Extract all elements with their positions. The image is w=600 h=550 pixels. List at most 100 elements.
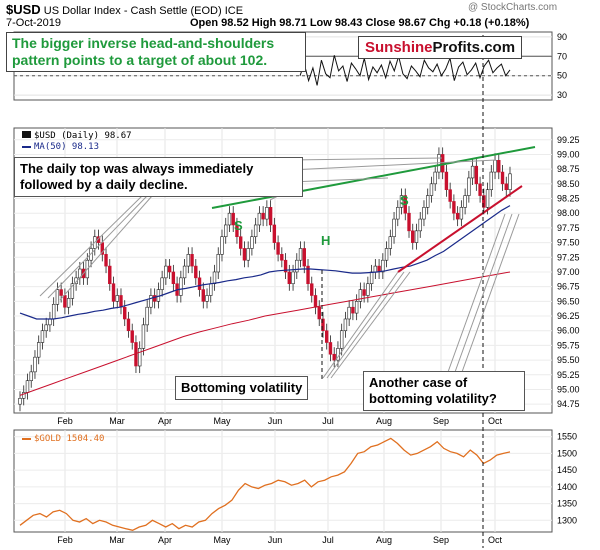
- candle-body: [44, 324, 48, 332]
- candle-body: [63, 295, 67, 308]
- candle-body: [272, 224, 277, 243]
- candle-body: [167, 265, 172, 273]
- legend-ma50: MA(50) 98.13: [22, 142, 99, 152]
- candle-body: [429, 183, 434, 196]
- bottoming-pointer-line: [322, 271, 399, 379]
- legend-gold-swatch: [22, 437, 31, 440]
- price-y-tick-label: 99.25: [557, 135, 580, 145]
- candle-body: [123, 306, 127, 320]
- candle-body: [399, 195, 404, 208]
- price-y-tick-label: 98.75: [557, 164, 580, 174]
- candle-body: [366, 283, 370, 296]
- candle-body: [224, 224, 228, 238]
- candle-body: [455, 212, 460, 220]
- price-y-tick-label: 99.00: [557, 149, 580, 159]
- price-x-tick-label: Jun: [268, 416, 283, 426]
- candle-body: [422, 207, 426, 220]
- candle-body: [351, 306, 355, 314]
- candle-body: [18, 398, 22, 405]
- candle-body: [497, 160, 501, 173]
- pattern-head: H: [321, 233, 331, 248]
- candle-body: [467, 177, 471, 196]
- candle-body: [310, 283, 314, 296]
- candle-body: [448, 189, 452, 202]
- candle-body: [197, 277, 202, 290]
- another-case-note: Another case of bottoming volatility?: [363, 371, 525, 411]
- candle-body: [414, 230, 419, 243]
- callout-pointer-line: [59, 195, 153, 301]
- ma50-line: [19, 205, 511, 320]
- price-x-tick-label: Jul: [322, 416, 334, 426]
- bottoming-pointer-line: [330, 271, 411, 379]
- price-y-tick-label: 97.00: [557, 267, 580, 277]
- candle-body: [287, 271, 292, 285]
- candle-body: [388, 236, 393, 249]
- rsi-tick-label: 50: [557, 71, 567, 81]
- gold-x-tick-label: May: [213, 535, 231, 545]
- candle-body: [231, 212, 235, 226]
- price-y-tick-label: 98.25: [557, 194, 580, 204]
- callout-pointer-line: [47, 195, 148, 299]
- gold-x-tick-label: Apr: [158, 535, 172, 545]
- candle-body: [426, 195, 430, 208]
- candle-body: [149, 295, 153, 308]
- gold-y-tick-label: 1300: [557, 515, 577, 525]
- candle-body: [40, 330, 45, 343]
- bottoming-volatility-note: Bottoming volatility: [175, 376, 309, 400]
- pattern-right-shoulder: S: [400, 193, 409, 208]
- candle-body: [25, 380, 30, 393]
- price-y-tick-label: 98.50: [557, 179, 580, 189]
- candle-body: [137, 348, 142, 367]
- candle-body: [433, 171, 437, 185]
- candle-body: [70, 283, 75, 299]
- another-case-pointer-line: [447, 213, 506, 373]
- candle-body: [145, 306, 149, 326]
- gold-y-tick-label: 1350: [557, 499, 577, 509]
- candle-body: [209, 283, 213, 296]
- candle-body: [302, 248, 306, 267]
- price-y-tick-label: 96.50: [557, 296, 580, 306]
- candle-body: [283, 259, 288, 273]
- candle-body: [257, 212, 262, 226]
- gold-y-tick-label: 1500: [557, 448, 577, 458]
- candle-body: [141, 324, 146, 349]
- candle-body: [403, 195, 407, 214]
- candle-body: [238, 236, 243, 249]
- candle-body: [474, 165, 479, 185]
- brand-part1: Sunshine: [365, 39, 433, 56]
- candle-body: [485, 189, 490, 208]
- candle-body: [29, 371, 33, 381]
- candle-body: [373, 265, 378, 273]
- price-y-tick-label: 96.25: [557, 311, 580, 321]
- candle-body: [253, 224, 258, 238]
- gold-y-tick-label: 1400: [557, 482, 577, 492]
- price-y-tick-label: 95.00: [557, 384, 580, 394]
- candle-body: [478, 183, 482, 196]
- candle-body: [48, 318, 52, 326]
- candle-body: [111, 283, 116, 302]
- candle-body: [280, 254, 284, 261]
- neckline-trendline: [211, 146, 536, 209]
- price-y-tick-label: 95.25: [557, 370, 580, 380]
- candle-body: [22, 392, 26, 399]
- candle-body: [381, 259, 385, 273]
- rsi-tick-label: 90: [557, 32, 567, 42]
- candle-body: [171, 271, 176, 285]
- candle-body: [179, 277, 183, 296]
- candle-body: [130, 330, 134, 343]
- candle-body: [493, 160, 497, 173]
- candle-body: [66, 298, 71, 308]
- rsi-tick-label: 30: [557, 90, 567, 100]
- candle-body: [104, 254, 108, 267]
- price-y-tick-label: 97.75: [557, 223, 580, 233]
- candle-body: [332, 353, 336, 361]
- price-x-tick-label: Apr: [158, 416, 172, 426]
- candle-body: [291, 271, 295, 285]
- price-y-tick-label: 97.25: [557, 252, 580, 262]
- price-x-tick-label: Aug: [376, 416, 392, 426]
- price-y-tick-label: 94.75: [557, 399, 580, 409]
- candle-body: [504, 183, 508, 191]
- gold-x-tick-label: Sep: [433, 535, 449, 545]
- candle-body: [235, 224, 239, 238]
- price-y-tick-label: 96.00: [557, 326, 580, 336]
